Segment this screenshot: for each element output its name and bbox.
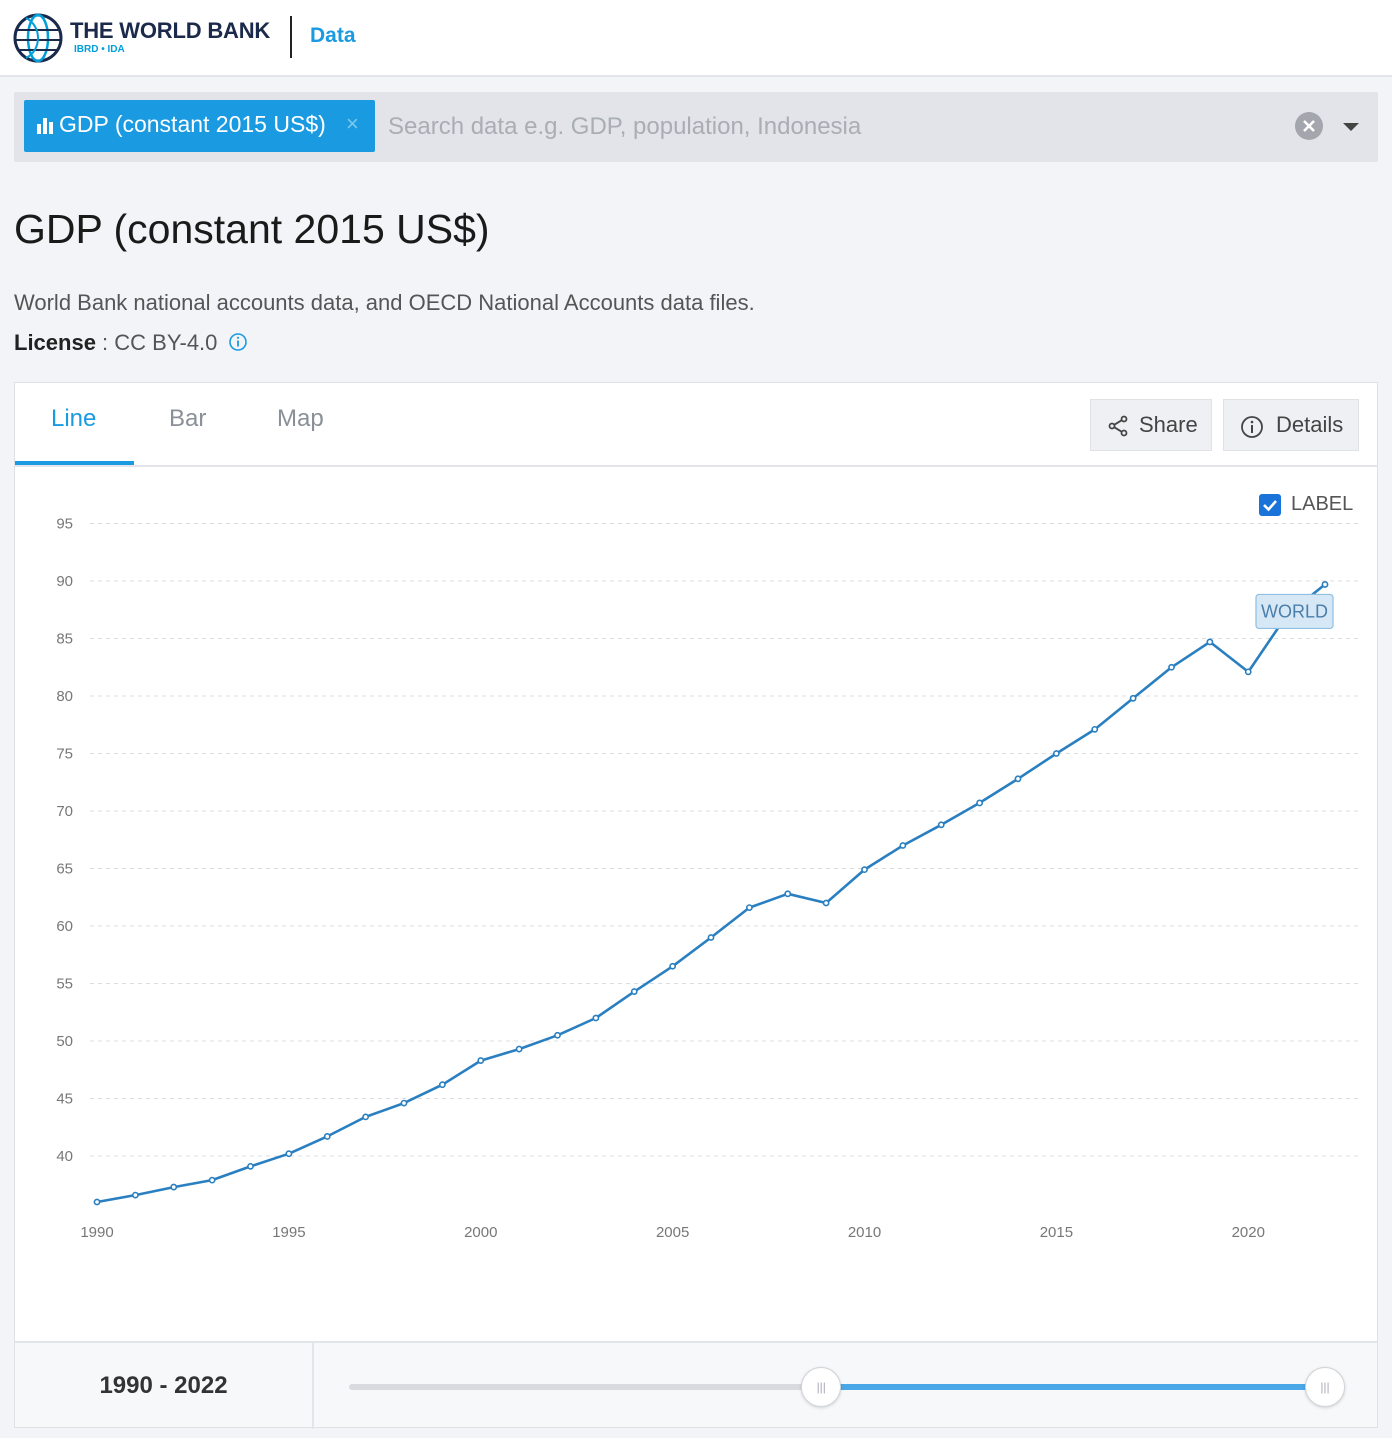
checkmark-icon — [1263, 500, 1277, 512]
series-label-world: WORLD — [1261, 601, 1328, 621]
data-point[interactable] — [784, 890, 792, 898]
data-point[interactable] — [285, 1150, 293, 1158]
data-point[interactable] — [1052, 750, 1060, 757]
data-point[interactable] — [1321, 581, 1329, 588]
tab-line[interactable]: Line — [51, 405, 97, 432]
data-point[interactable] — [707, 934, 715, 941]
data-point[interactable] — [1129, 694, 1137, 702]
y-tick-label: 85 — [56, 631, 73, 648]
series-label-box — [1255, 593, 1334, 630]
data-point[interactable] — [438, 1081, 446, 1089]
data-point[interactable] — [554, 1031, 561, 1039]
data-point[interactable] — [170, 1183, 178, 1191]
y-tick-label: 55 — [56, 976, 73, 993]
details-label: Details — [1276, 412, 1344, 437]
y-tick-label: 70 — [56, 803, 73, 820]
y-tick-label: 65 — [56, 861, 73, 878]
license-info-icon[interactable] — [228, 332, 248, 352]
x-tick-label: 2020 — [1232, 1224, 1265, 1241]
search-bar: GDP (constant 2015 US$) × — [14, 92, 1378, 162]
data-point[interactable] — [362, 1113, 370, 1121]
x-tick-label: 2005 — [656, 1224, 689, 1241]
data-point[interactable] — [976, 799, 984, 807]
range-footer: 1990 - 2022 ||| ||| — [15, 1341, 1377, 1429]
x-tick-label: 2010 — [848, 1224, 881, 1241]
y-tick-label: 60 — [56, 918, 73, 935]
share-button[interactable]: Share — [1090, 399, 1212, 451]
details-button[interactable]: Details — [1223, 399, 1359, 451]
data-section-link[interactable]: Data — [310, 24, 356, 47]
y-tick-label: 75 — [56, 746, 73, 763]
data-source: World Bank national accounts data, and O… — [14, 290, 755, 315]
data-point[interactable] — [247, 1162, 254, 1170]
world-bank-globe-icon[interactable] — [12, 12, 64, 64]
y-tick-label: 50 — [56, 1033, 73, 1050]
slider-handle-end[interactable]: ||| — [1305, 1367, 1345, 1407]
top-header: THE WORLD BANK IBRD • IDA Data — [0, 0, 1392, 77]
bar-chart-icon — [37, 118, 53, 134]
y-tick-label: 95 — [56, 516, 73, 533]
data-point[interactable] — [323, 1133, 331, 1140]
x-tick-label: 1990 — [80, 1224, 113, 1241]
selected-indicator-chip[interactable]: GDP (constant 2015 US$) × — [24, 100, 375, 152]
page-title: GDP (constant 2015 US$) — [14, 206, 490, 252]
data-point[interactable] — [1014, 775, 1022, 783]
data-point[interactable] — [131, 1191, 139, 1199]
data-point[interactable] — [630, 988, 638, 995]
data-point[interactable] — [822, 899, 830, 907]
data-point[interactable] — [1206, 638, 1214, 646]
data-point[interactable] — [477, 1057, 485, 1064]
chart-panel: Line Bar Map Share Details LABEL — [14, 382, 1378, 1429]
series-line-world — [96, 583, 1326, 1204]
line-chart: 40 45 50 55 60 65 70 75 80 85 90 95 1990 1995 2000 2005… — [56, 516, 1360, 1241]
data-point[interactable] — [937, 821, 945, 829]
header-divider — [290, 16, 292, 58]
label-toggle[interactable]: LABEL — [1259, 493, 1359, 517]
tab-bar[interactable]: Bar — [169, 405, 207, 432]
label-toggle-text: LABEL — [1291, 493, 1354, 515]
data-point[interactable] — [669, 962, 677, 970]
data-point[interactable] — [745, 904, 753, 911]
data-point[interactable] — [208, 1176, 216, 1184]
y-tick-label: 45 — [56, 1091, 73, 1108]
data-point[interactable] — [93, 1198, 101, 1206]
y-tick-label: 40 — [56, 1148, 73, 1165]
chip-remove-icon[interactable]: × — [346, 111, 359, 136]
clear-search-icon[interactable] — [1295, 112, 1323, 140]
data-point[interactable] — [592, 1014, 600, 1022]
data-point[interactable] — [861, 866, 868, 874]
search-input[interactable] — [388, 104, 1268, 150]
year-slider-selection — [821, 1384, 1325, 1390]
year-range-text: 1990 - 2022 — [15, 1343, 314, 1429]
license-line: License : CC BY-4.0 — [14, 330, 217, 356]
info-icon — [1241, 416, 1263, 438]
brand-name[interactable]: THE WORLD BANK — [70, 18, 271, 43]
share-label: Share — [1139, 412, 1198, 437]
y-tick-label: 80 — [56, 688, 73, 705]
license-label: License — [14, 330, 96, 355]
chart-tabs: Line Bar Map Share Details — [15, 383, 1377, 467]
slider-handle-start[interactable]: ||| — [801, 1367, 842, 1407]
brand-subtitle: IBRD • IDA — [74, 44, 125, 55]
license-value: : CC BY-4.0 — [95, 330, 218, 355]
data-point[interactable] — [515, 1045, 523, 1053]
chip-label: GDP (constant 2015 US$) — [59, 111, 326, 137]
dropdown-caret-icon[interactable] — [1343, 123, 1359, 131]
label-checkbox[interactable] — [1259, 494, 1281, 516]
x-tick-label: 2015 — [1040, 1224, 1073, 1241]
data-point[interactable] — [899, 842, 907, 849]
y-tick-label: 90 — [56, 573, 73, 590]
active-tab-indicator — [15, 461, 134, 465]
data-point[interactable] — [1168, 663, 1175, 671]
data-point[interactable] — [1244, 668, 1252, 676]
x-tick-label: 1995 — [272, 1224, 305, 1241]
tab-map[interactable]: Map — [277, 405, 324, 432]
x-tick-label: 2000 — [464, 1224, 497, 1241]
share-icon — [1108, 415, 1128, 437]
data-point[interactable] — [400, 1099, 408, 1107]
data-point[interactable] — [1091, 725, 1099, 733]
